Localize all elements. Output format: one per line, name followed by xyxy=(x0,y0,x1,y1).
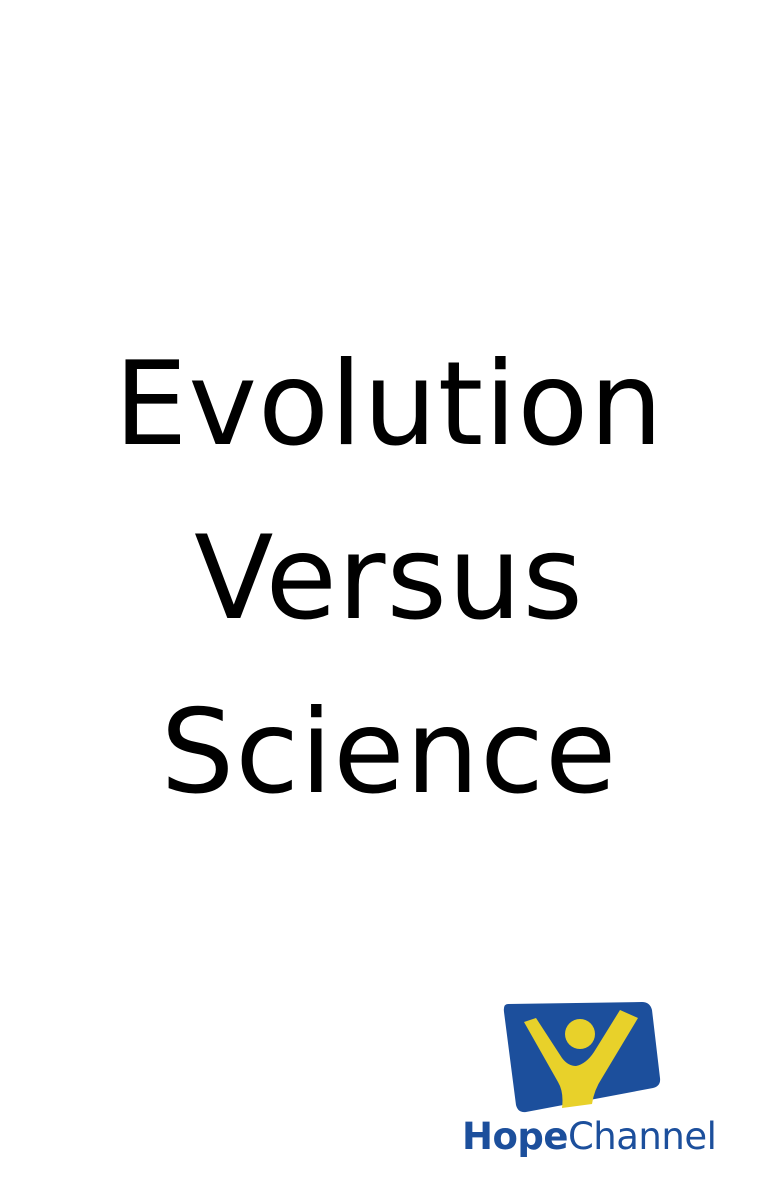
hope-channel-logo: HopeChannel xyxy=(462,1000,717,1165)
logo-figure-body xyxy=(524,1010,638,1108)
brand-hope: Hope xyxy=(462,1115,568,1158)
logo-figure-head xyxy=(565,1019,595,1049)
title-line-2: Versus xyxy=(194,511,584,646)
brand-wordmark: HopeChannel xyxy=(462,1112,717,1162)
hope-channel-figure-icon xyxy=(503,1002,661,1113)
title-line-3: Science xyxy=(160,685,618,820)
page-title: Evolution Versus Science xyxy=(0,318,778,840)
brand-channel: Channel xyxy=(567,1115,717,1158)
title-line-1: Evolution xyxy=(114,337,664,472)
